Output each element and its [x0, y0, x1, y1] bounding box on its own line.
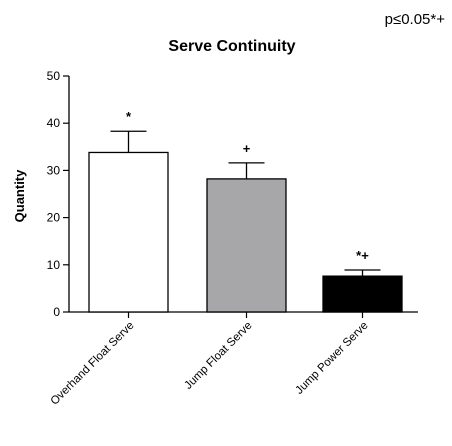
bar-3 — [322, 275, 403, 313]
significance-note: p≤0.05*+ — [385, 11, 446, 28]
y-axis-label: Quantity — [12, 169, 27, 222]
y-tick-label: 0 — [53, 305, 60, 319]
bar-1 — [88, 151, 169, 313]
y-tick-label: 50 — [47, 69, 61, 83]
significance-mark-1: * — [126, 109, 132, 124]
bar-2 — [206, 178, 287, 313]
y-tick-label: 40 — [47, 116, 61, 130]
y-tick-label: 20 — [47, 211, 61, 225]
significance-mark-3: *+ — [356, 248, 369, 263]
y-tick-label: 30 — [47, 163, 61, 177]
chart-title: Serve Continuity — [168, 38, 295, 55]
category-label-2: Jump Float Serve — [182, 320, 254, 392]
y-tick-label: 10 — [47, 258, 61, 272]
significance-mark-2: + — [243, 141, 251, 156]
category-label-1: Overhand Float Serve — [49, 320, 137, 408]
category-label-3: Jump Power Serve — [293, 320, 370, 397]
